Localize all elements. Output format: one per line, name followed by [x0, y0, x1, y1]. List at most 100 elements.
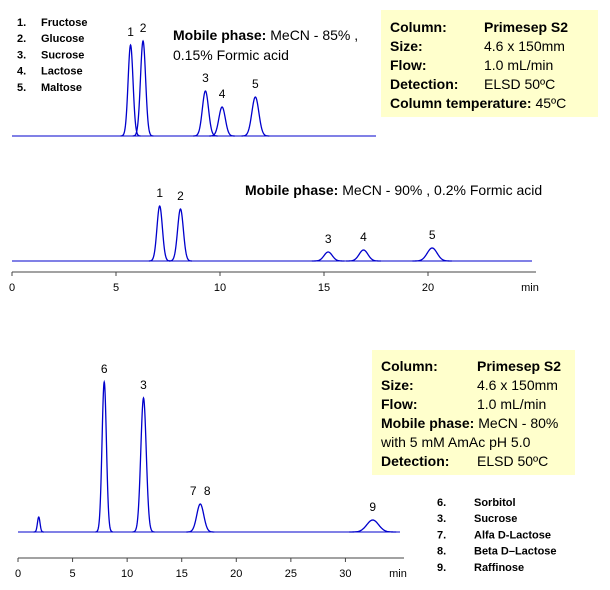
x-tick-label: 10: [121, 568, 133, 580]
condition: Flow: 1.0 mL/min: [390, 57, 553, 73]
peak: [132, 396, 155, 533]
x-tick-label: 0: [9, 282, 15, 294]
legend-number: 7.: [437, 529, 446, 541]
conditions-box: [381, 10, 598, 117]
legend-name: Sorbitol: [474, 497, 516, 509]
condition-value: 1.0 mL/min: [477, 396, 546, 412]
x-tick-label: 15: [176, 568, 188, 580]
condition-label: Flow:: [390, 57, 427, 73]
legend-number: 1.: [17, 17, 26, 29]
peak: [241, 96, 270, 137]
mobile-phase-label: Mobile phase:: [173, 27, 266, 43]
condition-value: 4.6 x 150mm: [484, 38, 565, 54]
peak-label: 2: [140, 21, 147, 35]
peak-label: 3: [325, 232, 332, 246]
peak: [209, 106, 235, 137]
condition: Detection: ELSD 50ºC: [390, 76, 555, 92]
x-tick-label: 10: [214, 282, 226, 294]
mobile-phase-value: 0.15% Formic acid: [173, 47, 289, 63]
condition: Detection: ELSD 50ºC: [381, 453, 548, 469]
mobile-phase: Mobile phase: MeCN - 90% , 0.2% Formic a…: [245, 182, 542, 198]
legend-name: Lactose: [41, 66, 83, 78]
peak: [33, 516, 44, 533]
mobile-phase-value: MeCN - 90% , 0.2% Formic acid: [342, 182, 542, 198]
condition: Column: Primesep S2: [390, 19, 568, 35]
peak: [412, 247, 452, 262]
peak: [346, 249, 382, 262]
peak-label: 9: [369, 500, 376, 514]
legend-name: Beta D–Lactose: [474, 546, 557, 558]
condition-value: ELSD 50ºC: [484, 76, 555, 92]
x-axis-label: min: [521, 282, 539, 294]
condition-label: Mobile phase:: [381, 415, 474, 431]
peak-label: 1: [156, 186, 163, 200]
x-tick-label: 0: [15, 568, 21, 580]
mobile-phase-value: MeCN - 85% ,: [270, 27, 358, 43]
legend-name: Sucrose: [474, 513, 517, 525]
peak-label: 5: [252, 77, 259, 91]
peak: [132, 39, 154, 137]
legend-number: 8.: [437, 546, 446, 558]
legend-name: Raffinose: [474, 562, 524, 574]
condition-value: 1.0 mL/min: [484, 57, 553, 73]
condition-value: Primesep S2: [484, 19, 568, 35]
condition-label: Size:: [390, 38, 423, 54]
condition: Flow: 1.0 mL/min: [381, 396, 546, 412]
peak-label: 5: [429, 228, 436, 242]
condition-label: Size:: [381, 377, 414, 393]
peak-label: 6: [101, 362, 108, 376]
condition-label: Detection:: [390, 76, 458, 92]
condition-value: ELSD 50ºC: [477, 453, 548, 469]
legend-number: 2.: [17, 33, 26, 45]
legend-name: Maltose: [41, 82, 82, 94]
peak: [168, 208, 193, 262]
condition-label: Column temperature:: [390, 95, 532, 111]
peak: [186, 503, 215, 533]
peak: [120, 43, 141, 137]
x-tick-label: 5: [113, 282, 119, 294]
condition-label: Column:: [390, 19, 447, 35]
peak: [311, 251, 345, 262]
peak-label: 3: [140, 378, 147, 392]
conditions-box: [372, 350, 575, 475]
x-tick-label: 25: [285, 568, 297, 580]
x-tick-label: 20: [422, 282, 434, 294]
legend-name: Fructose: [41, 17, 87, 29]
condition-value: MeCN - 80%: [478, 415, 558, 431]
condition-label: Detection:: [381, 453, 449, 469]
legend-number: 3.: [437, 513, 446, 525]
legend-name: Sucrose: [41, 49, 84, 61]
peak-label: 2: [177, 189, 184, 203]
legend-name: Glucose: [41, 33, 84, 45]
condition: Size: 4.6 x 150mm: [381, 377, 558, 393]
legend-number: 3.: [17, 49, 26, 61]
legend-number: 9.: [437, 562, 446, 574]
peak: [148, 205, 171, 262]
condition-value: with 5 mM AmAc pH 5.0: [380, 434, 531, 450]
peak: [193, 90, 218, 137]
condition-label: Flow:: [381, 396, 418, 412]
peak: [349, 519, 397, 533]
condition-label: Column:: [381, 358, 438, 374]
legend-number: 4.: [17, 66, 26, 78]
mobile-phase-label: Mobile phase:: [245, 182, 338, 198]
mobile-phase: Mobile phase: MeCN - 85% ,: [173, 27, 358, 43]
x-axis-label: min: [389, 568, 407, 580]
x-tick-label: 5: [70, 568, 76, 580]
legend-name: Alfa D-Lactose: [474, 529, 551, 541]
condition-value: 45ºC: [535, 95, 566, 111]
legend-number: 5.: [17, 82, 26, 94]
x-tick-label: 15: [318, 282, 330, 294]
legend-number: 6.: [437, 497, 446, 509]
x-tick-label: 30: [339, 568, 351, 580]
condition: Column temperature: 45ºC: [390, 95, 566, 111]
peak: [95, 379, 114, 533]
condition-value: 4.6 x 150mm: [477, 377, 558, 393]
peak-label: 4: [219, 87, 226, 101]
peak-label: 3: [202, 71, 209, 85]
peak-label: 7 8: [190, 484, 211, 498]
condition: Mobile phase: MeCN - 80%: [381, 415, 558, 431]
peak-label: 4: [360, 230, 367, 244]
x-tick-label: 20: [230, 568, 242, 580]
